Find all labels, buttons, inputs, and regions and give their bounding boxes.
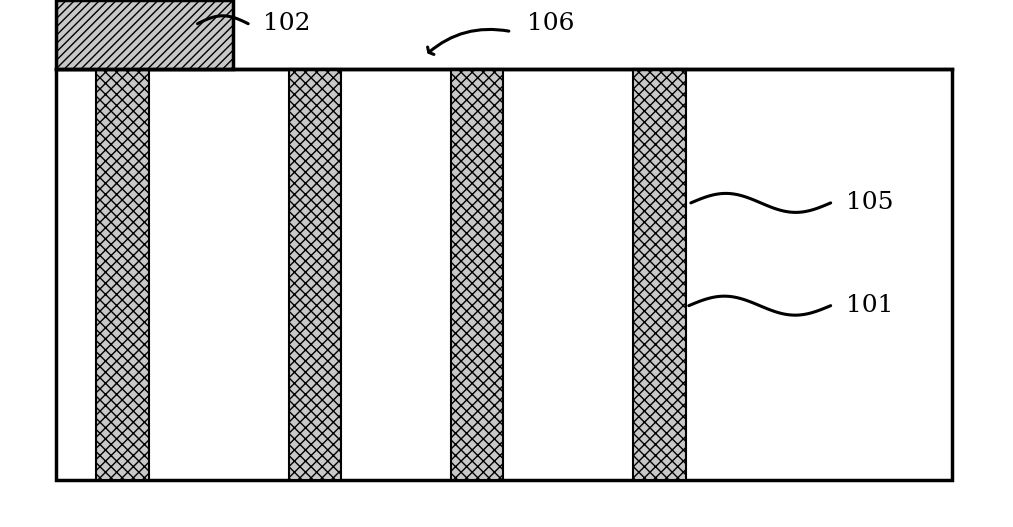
Bar: [633, 69, 686, 480]
Text: 105: 105: [846, 191, 893, 214]
Text: 102: 102: [263, 12, 311, 35]
Bar: [56, 0, 233, 69]
Text: 101: 101: [846, 294, 893, 317]
Bar: [56, 69, 952, 480]
Bar: [451, 69, 503, 480]
Bar: [289, 69, 341, 480]
Text: 106: 106: [527, 12, 574, 35]
Bar: [96, 69, 149, 480]
